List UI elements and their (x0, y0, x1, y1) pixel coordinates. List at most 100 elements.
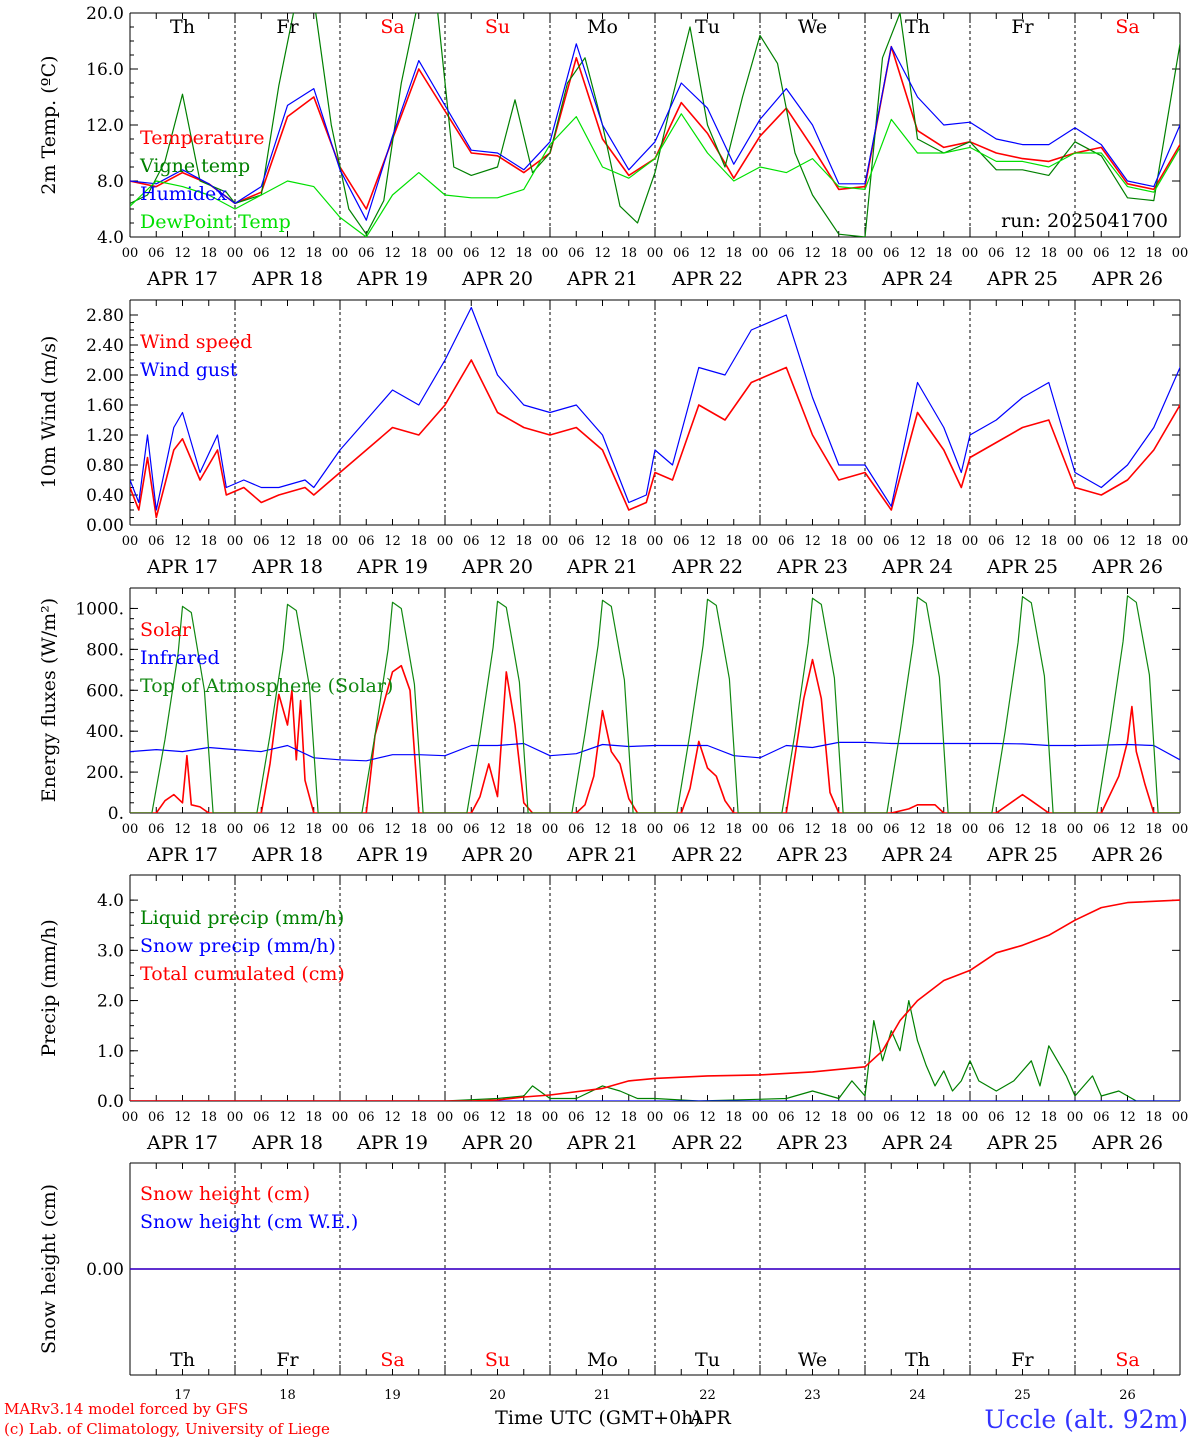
hour-label: 00 (332, 822, 349, 837)
hour-label: 06 (883, 822, 900, 837)
date-label: APR 24 (881, 844, 953, 866)
hour-label: 12 (699, 1110, 716, 1125)
hour-label: 06 (1093, 246, 1110, 261)
hour-label: 06 (988, 246, 1005, 261)
legend-entry: Snow height (cm) (140, 1183, 310, 1205)
hour-label: 18 (305, 822, 322, 837)
date-label: APR 25 (986, 268, 1058, 290)
hour-label: 06 (358, 534, 375, 549)
date-label: APR 22 (671, 1132, 743, 1154)
hour-label: 00 (857, 534, 874, 549)
hour-label: 00 (752, 1110, 769, 1125)
hour-label: 18 (620, 822, 637, 837)
hour-label: 00 (122, 246, 139, 261)
weekday-label: Sa (1115, 16, 1139, 38)
hour-label: 06 (988, 534, 1005, 549)
hour-label: 00 (752, 822, 769, 837)
hour-label: 00 (227, 822, 244, 837)
date-label: APR 19 (356, 844, 428, 866)
hour-label: 00 (542, 534, 559, 549)
hour-label: 18 (1040, 246, 1057, 261)
hour-label: 06 (673, 534, 690, 549)
hour-label: 06 (883, 1110, 900, 1125)
series-line-temperature (130, 45, 1180, 210)
y-axis-title: 10m Wind (m/s) (38, 336, 60, 489)
month-label: APR (689, 1407, 732, 1429)
series-line-dewpoint-temp (130, 113, 1180, 237)
y-tick-label: 1000. (75, 599, 124, 619)
hour-label: 06 (148, 1110, 165, 1125)
hour-label: 06 (673, 246, 690, 261)
y-axis-title: Precip (mm/h) (38, 919, 60, 1057)
date-label: APR 17 (146, 1132, 218, 1154)
day-number-label: 25 (1014, 1388, 1031, 1403)
hour-label: 00 (962, 822, 979, 837)
date-label: APR 19 (356, 556, 428, 578)
hour-label: 06 (988, 822, 1005, 837)
hour-label: 06 (883, 246, 900, 261)
y-tick-label: 1.20 (86, 426, 124, 446)
hour-label: 18 (515, 534, 532, 549)
hour-label: 00 (332, 534, 349, 549)
energy-panel: 0. 200. 400. 600. 800. 1000. Energy fluxes (W/… (38, 587, 1188, 866)
hour-label: 12 (804, 1110, 821, 1125)
hour-label: 00 (752, 534, 769, 549)
hour-label: 12 (489, 246, 506, 261)
weekday-label: Fr (276, 1349, 299, 1371)
hour-label: 18 (1145, 246, 1162, 261)
hour-label: 12 (1014, 246, 1031, 261)
date-label: APR 19 (356, 1132, 428, 1154)
hour-label: 18 (935, 534, 952, 549)
hour-label: 18 (725, 534, 742, 549)
legend-entry: Solar (140, 619, 192, 641)
hour-label: 12 (489, 534, 506, 549)
hour-label: 12 (279, 822, 296, 837)
date-label: APR 17 (146, 844, 218, 866)
hour-label: 12 (1119, 822, 1136, 837)
y-axis-title: Snow height (cm) (38, 1184, 60, 1354)
hour-label: 00 (857, 822, 874, 837)
hour-label: 00 (647, 246, 664, 261)
y-tick-label: 20.0 (86, 4, 124, 24)
hour-label: 12 (594, 822, 611, 837)
hour-label: 06 (463, 1110, 480, 1125)
series-line-wind-gust (130, 306, 1180, 511)
hour-label: 06 (883, 534, 900, 549)
y-tick-label: 1.0 (97, 1042, 124, 1062)
hour-label: 12 (174, 246, 191, 261)
hour-label: 06 (568, 822, 585, 837)
hour-label: 00 (227, 534, 244, 549)
hour-label: 00 (1172, 1110, 1189, 1125)
hour-label: 12 (909, 1110, 926, 1125)
hour-label: 12 (489, 822, 506, 837)
day-number-label: 26 (1119, 1388, 1136, 1403)
y-tick-label: 400. (86, 722, 124, 742)
hour-label: 18 (830, 822, 847, 837)
series-line-liquid-precip-mm-h (130, 999, 1180, 1101)
hour-label: 06 (568, 534, 585, 549)
legend-entry: Wind speed (140, 331, 252, 353)
date-label: APR 18 (251, 844, 323, 866)
legend-entry: Top of Atmosphere (Solar) (140, 675, 393, 697)
legend-entry: Wind gust (140, 359, 238, 381)
hour-label: 06 (778, 246, 795, 261)
hour-label: 18 (515, 822, 532, 837)
x-axis-label: Time UTC (GMT+0h) (495, 1407, 701, 1429)
hour-label: 00 (437, 1110, 454, 1125)
hour-label: 00 (857, 246, 874, 261)
day-number-label: 23 (804, 1388, 821, 1403)
series-group (130, 899, 1180, 1101)
y-tick-label: 1.60 (86, 396, 124, 416)
day-number-label: 17 (174, 1388, 191, 1403)
hour-label: 18 (830, 1110, 847, 1125)
hour-label: 00 (332, 246, 349, 261)
y-tick-label: 0.80 (86, 456, 124, 476)
weekday-label: Sa (380, 16, 404, 38)
hour-label: 18 (620, 534, 637, 549)
hour-label: 12 (174, 822, 191, 837)
hour-label: 06 (778, 822, 795, 837)
date-label: APR 25 (986, 556, 1058, 578)
weekday-label: Th (170, 16, 195, 38)
hour-label: 00 (1067, 1110, 1084, 1125)
